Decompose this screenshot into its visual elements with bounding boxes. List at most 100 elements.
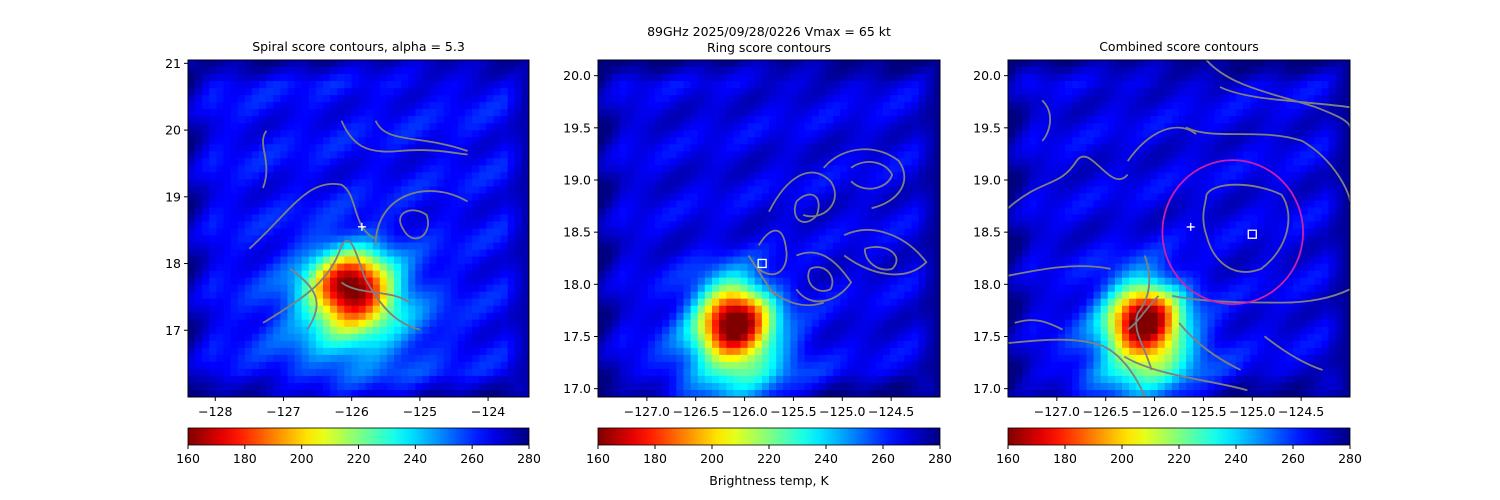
heatmap-cell (790, 102, 799, 110)
heatmap-cell (266, 200, 274, 209)
heatmap-cell (479, 74, 487, 82)
heatmap-cell (280, 249, 289, 258)
heatmap-cell (287, 368, 296, 377)
heatmap-cell (429, 368, 438, 377)
heatmap-cell (1100, 81, 1109, 89)
heatmap-cell (251, 242, 260, 251)
heatmap-cell (747, 137, 756, 145)
heatmap-cell (386, 326, 395, 335)
heatmap-cell (626, 263, 635, 272)
heatmap-cell (875, 319, 884, 328)
heatmap-cell (337, 354, 345, 363)
heatmap-cell (188, 200, 196, 209)
heatmap-cell (251, 389, 260, 397)
heatmap-cell (315, 165, 324, 173)
heatmap-cell (790, 242, 799, 251)
heatmap-cell (833, 165, 841, 173)
heatmap-cell (669, 382, 677, 391)
heatmap-cell (188, 333, 196, 342)
heatmap-cell (783, 354, 791, 363)
heatmap-cell (429, 144, 438, 152)
heatmap-cell (783, 228, 791, 237)
heatmap-cell (244, 88, 253, 96)
heatmap-cell (818, 207, 827, 216)
heatmap-cell (401, 284, 409, 293)
heatmap-cell (925, 256, 934, 265)
heatmap-cell (223, 249, 232, 258)
heatmap-cell (726, 291, 734, 300)
heatmap-cell (294, 95, 303, 103)
heatmap-cell (1186, 74, 1194, 82)
heatmap-cell (633, 200, 642, 209)
heatmap-cell (266, 193, 274, 202)
heatmap-cell (598, 172, 606, 180)
heatmap-cell (925, 102, 934, 110)
heatmap-cell (443, 235, 452, 244)
heatmap-cell (450, 305, 459, 314)
heatmap-cell (301, 256, 310, 265)
heatmap-cell (251, 347, 260, 356)
heatmap-cell (230, 270, 239, 279)
heatmap-cell (669, 172, 677, 180)
heatmap-cell (712, 193, 720, 202)
heatmap-cell (783, 284, 791, 293)
heatmap-cell (890, 165, 898, 173)
heatmap-cell (904, 319, 913, 328)
heatmap-cell (754, 361, 763, 370)
heatmap-cell (358, 312, 367, 321)
heatmap-cell (818, 158, 827, 166)
heatmap-cell (875, 165, 884, 173)
heatmap-cell (662, 60, 670, 68)
heatmap-cell (202, 263, 210, 272)
heatmap-cell (436, 382, 445, 391)
heatmap-cell (379, 354, 388, 363)
heatmap-cell (826, 298, 834, 307)
heatmap-cell (386, 221, 395, 230)
heatmap-cell (330, 130, 338, 138)
heatmap-cell (315, 179, 324, 187)
heatmap-cell (647, 305, 656, 314)
heatmap-cell (598, 102, 606, 110)
score-contour (793, 193, 820, 223)
heatmap-cell (280, 165, 289, 173)
heatmap-cell (676, 193, 685, 202)
heatmap-cell (358, 256, 367, 265)
heatmap-cell (932, 74, 940, 82)
heatmap-cell (911, 305, 920, 314)
heatmap-cell (251, 179, 260, 187)
heatmap-cell (315, 102, 324, 110)
heatmap-cell (662, 347, 670, 356)
heatmap-cell (826, 312, 834, 321)
score-contour (747, 254, 777, 297)
heatmap-cell (754, 347, 763, 356)
heatmap-cell (918, 172, 927, 180)
heatmap-cell (457, 165, 466, 173)
heatmap-cell (626, 88, 635, 96)
heatmap-cell (294, 60, 303, 68)
heatmap-cell (401, 137, 409, 145)
heatmap-cell (436, 88, 445, 96)
heatmap-cell (244, 193, 253, 202)
y-tick-label: 18 (165, 256, 181, 271)
heatmap-cell (890, 284, 898, 293)
heatmap-cell (386, 165, 395, 173)
heatmap-cell (797, 200, 806, 209)
heatmap-cell (195, 368, 203, 377)
heatmap-cell (733, 319, 742, 328)
heatmap-cell (457, 312, 466, 321)
heatmap-cell (647, 284, 656, 293)
heatmap-cell (244, 228, 253, 237)
heatmap-cell (712, 326, 720, 335)
heatmap-cell (790, 263, 799, 272)
heatmap-cell (704, 214, 713, 223)
heatmap-cell (486, 144, 495, 152)
heatmap-cell (358, 74, 367, 82)
heatmap-cell (833, 235, 841, 244)
heatmap-cell (883, 277, 891, 286)
heatmap-cell (840, 109, 848, 117)
heatmap-cell (818, 74, 827, 82)
heatmap-cell (216, 389, 225, 397)
heatmap-cell (598, 242, 606, 251)
heatmap-cell (1307, 81, 1315, 89)
heatmap-cell (626, 116, 635, 124)
